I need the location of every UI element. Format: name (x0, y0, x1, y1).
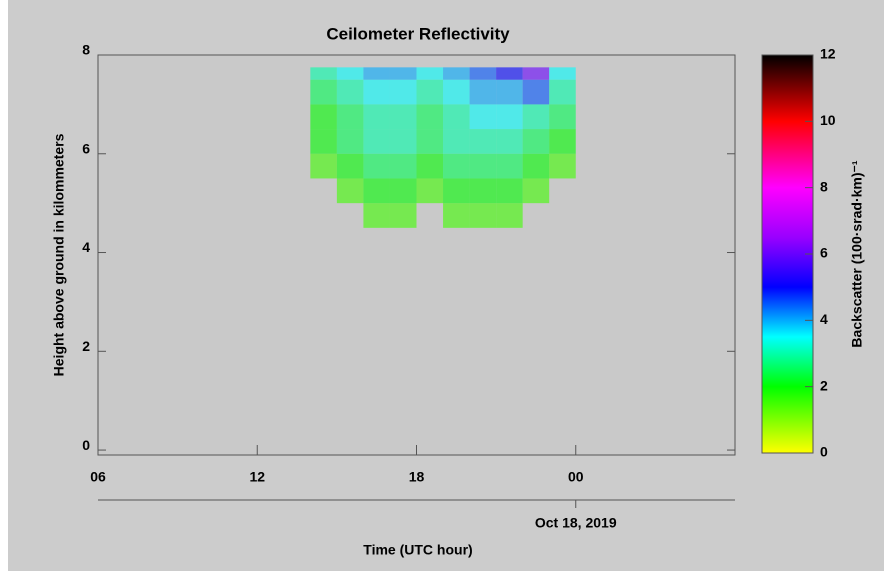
heat-cell (390, 80, 417, 105)
heat-cell (470, 203, 497, 228)
heat-cell (310, 67, 337, 79)
heat-cell (496, 178, 523, 203)
colorbar-tick-label: 2 (820, 377, 828, 393)
heat-cell (417, 129, 444, 154)
heat-cell (417, 67, 444, 79)
date-label: Oct 18, 2019 (535, 515, 617, 531)
heat-cell (363, 203, 390, 228)
y-tick-label: 8 (82, 42, 90, 58)
heat-cell (496, 67, 523, 79)
chart-title: Ceilometer Reflectivity (326, 24, 510, 43)
heat-cell (390, 129, 417, 154)
heat-cell (390, 154, 417, 179)
heat-cell (417, 154, 444, 179)
heat-cell (496, 104, 523, 129)
y-tick-label: 0 (82, 437, 90, 453)
heat-cell (470, 104, 497, 129)
heat-cell (549, 154, 576, 179)
heat-cell (470, 178, 497, 203)
x-tick-label: 18 (409, 469, 425, 485)
heat-cell (523, 178, 550, 203)
heat-cell (443, 178, 470, 203)
heat-cell (337, 67, 364, 79)
colorbar-tick-label: 0 (820, 444, 828, 460)
heat-cell (549, 80, 576, 105)
heat-cell (470, 129, 497, 154)
heat-cell (496, 203, 523, 228)
heat-cell (363, 80, 390, 105)
colorbar-tick-label: 10 (820, 112, 836, 128)
heat-cell (549, 104, 576, 129)
heat-cell (363, 104, 390, 129)
heat-cell (363, 178, 390, 203)
heat-cell (310, 129, 337, 154)
x-tick-label: 06 (90, 469, 106, 485)
heat-cell (337, 80, 364, 105)
colorbar-label: Backscatter (100·srad·km)⁻¹ (849, 160, 865, 347)
heat-cell (549, 67, 576, 79)
colorbar-tick-label: 6 (820, 245, 828, 261)
heat-cell (310, 154, 337, 179)
heat-cell (310, 80, 337, 105)
heat-cell (337, 104, 364, 129)
heat-cell (363, 154, 390, 179)
y-tick-label: 6 (82, 140, 90, 156)
heat-cell (523, 129, 550, 154)
heat-cell (470, 80, 497, 105)
x-tick-label: 12 (249, 469, 265, 485)
colorbar-tick-label: 12 (820, 46, 836, 62)
heat-cell (443, 80, 470, 105)
heat-cell (470, 154, 497, 179)
heat-cell (443, 154, 470, 179)
heat-cell (443, 129, 470, 154)
x-tick-label: 00 (568, 469, 584, 485)
heat-cell (417, 178, 444, 203)
heat-cell (337, 129, 364, 154)
heat-cell (417, 104, 444, 129)
heat-cell (496, 80, 523, 105)
heat-cell (523, 67, 550, 79)
y-tick-label: 4 (82, 239, 90, 255)
heat-cell (363, 129, 390, 154)
y-tick-label: 2 (82, 338, 90, 354)
heat-cell (337, 178, 364, 203)
heat-cell (523, 80, 550, 105)
heat-cell (549, 129, 576, 154)
heat-cell (443, 203, 470, 228)
colorbar-tick-label: 4 (820, 311, 828, 327)
heat-cell (390, 203, 417, 228)
heat-cell (470, 67, 497, 79)
heat-cell (390, 178, 417, 203)
heat-cell (363, 67, 390, 79)
heat-cell (310, 104, 337, 129)
heat-cell (496, 129, 523, 154)
heat-cell (523, 104, 550, 129)
heat-cell (523, 154, 550, 179)
heat-cell (443, 104, 470, 129)
colorbar-tick-label: 8 (820, 178, 828, 194)
x-axis-label: Time (UTC hour) (363, 542, 472, 558)
heat-cell (496, 154, 523, 179)
heat-cell (417, 80, 444, 105)
heat-cell (443, 67, 470, 79)
heat-cell (390, 67, 417, 79)
heat-cell (390, 104, 417, 129)
heat-cell (337, 154, 364, 179)
y-axis-label: Height above ground in kilommeters (51, 133, 67, 376)
